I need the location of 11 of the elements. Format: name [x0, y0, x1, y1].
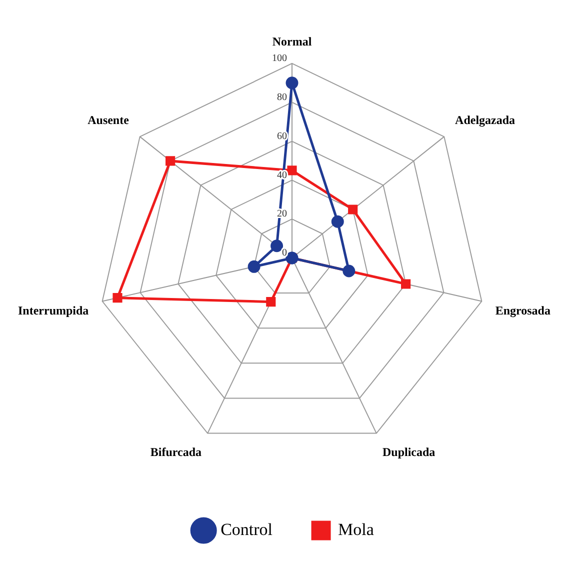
y-tick-label: 80: [277, 92, 287, 103]
spoke-label: Engrosada: [495, 304, 550, 318]
y-tick-label: 100: [272, 53, 287, 64]
spoke-label: Ausente: [88, 112, 130, 127]
spoke-label: Duplicada: [382, 445, 436, 460]
spoke-label: Normal: [272, 34, 312, 48]
spoke-label: Adelgazada: [455, 112, 516, 127]
legend-label: Control: [220, 520, 273, 539]
spoke-label: Bifurcada: [150, 445, 202, 460]
spoke-label: Interrumpida: [18, 304, 89, 318]
legend-label: Mola: [338, 520, 374, 539]
